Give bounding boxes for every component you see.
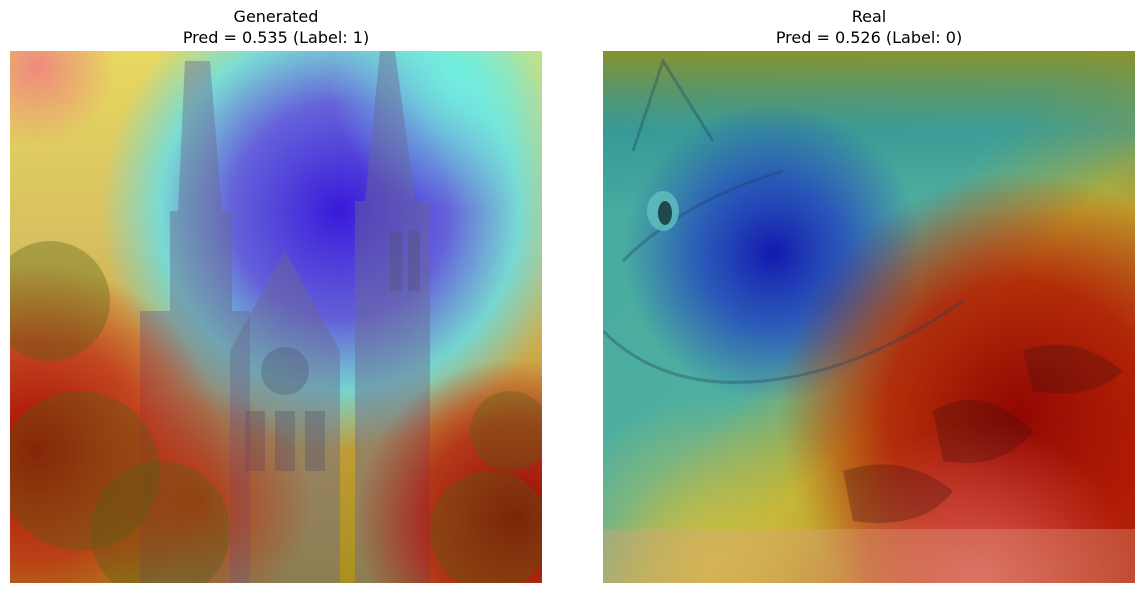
panel-title: Real Pred = 0.526 (Label: 0) xyxy=(603,6,1135,48)
cat-outline xyxy=(603,57,964,384)
panel-title-line1: Generated xyxy=(233,7,319,26)
tree-foliage xyxy=(10,241,542,583)
panel-title-line1: Real xyxy=(851,7,887,26)
heatmap-image-church xyxy=(10,51,542,583)
cat-fur-stripes xyxy=(843,344,1123,523)
cat-eye xyxy=(647,191,679,231)
panel-title-line2: Pred = 0.535 (Label: 1) xyxy=(182,28,370,47)
heatmap-svg xyxy=(603,51,1135,583)
panel-title: Generated Pred = 0.535 (Label: 1) xyxy=(10,6,542,48)
surface-ledge xyxy=(603,529,1135,583)
heatmap-svg xyxy=(10,51,542,583)
heatmap-image-cat xyxy=(603,51,1135,583)
panel-title-line2: Pred = 0.526 (Label: 0) xyxy=(775,28,963,47)
